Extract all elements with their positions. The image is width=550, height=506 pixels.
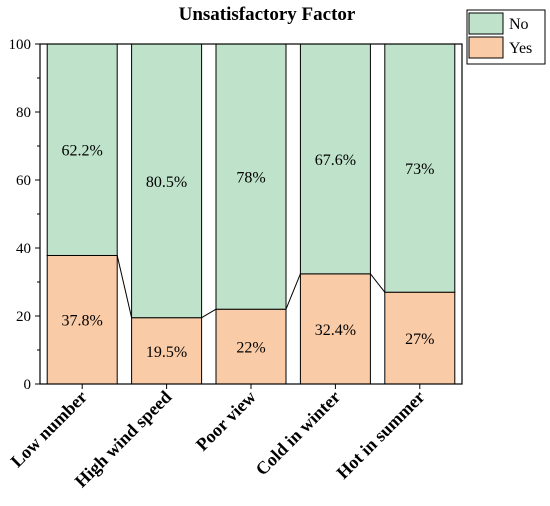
data-label-no-0: 62.2% <box>62 143 103 160</box>
data-label-yes-3: 32.4% <box>315 322 356 339</box>
data-label-no-3: 67.6% <box>315 152 356 169</box>
data-label-no-2: 78% <box>236 170 265 187</box>
data-label-yes-1: 19.5% <box>146 344 187 361</box>
bar-no-0 <box>46 43 118 256</box>
legend-swatch-yes <box>468 36 504 59</box>
y-tick-label-0: 0 <box>24 377 32 393</box>
y-tick-label-2: 40 <box>16 241 31 257</box>
y-tick-label-3: 60 <box>16 173 31 189</box>
connector-line-3 <box>370 273 386 293</box>
x-category-label-3: Cold in winter <box>252 387 345 480</box>
bar-no-4 <box>384 43 456 293</box>
data-label-yes-4: 27% <box>405 331 434 348</box>
x-category-label-2: Poor view <box>192 387 260 455</box>
bar-yes-0 <box>46 254 118 385</box>
legend-label-no: No <box>509 16 529 33</box>
connector-line-0 <box>116 255 133 318</box>
legend-label-yes: Yes <box>509 40 532 57</box>
bar-no-3 <box>299 43 371 275</box>
y-tick-label-4: 80 <box>16 105 31 121</box>
data-label-no-4: 73% <box>405 161 434 178</box>
x-category-label-4: Hot in summer <box>332 387 428 483</box>
data-label-no-1: 80.5% <box>146 174 187 191</box>
legend-swatch-no <box>468 12 504 35</box>
x-category-label-0: Low number <box>7 387 92 472</box>
connector-line-1 <box>201 308 217 319</box>
connector-line-2 <box>285 273 301 310</box>
y-tick-label-1: 20 <box>16 309 31 325</box>
plot-area: 37.8% 62.2% 19.5% 80.5% 22% 78% 32.4% 67.6% 27% 7… <box>7 37 463 491</box>
data-label-yes-0: 37.8% <box>62 313 103 330</box>
chart-title: Unsatisfactory Factor <box>179 4 356 25</box>
legend: No Yes <box>466 9 546 65</box>
bar-no-2 <box>215 43 287 310</box>
y-tick-label-5: 100 <box>9 37 32 53</box>
data-label-yes-2: 22% <box>236 340 265 357</box>
bar-no-1 <box>131 43 203 319</box>
